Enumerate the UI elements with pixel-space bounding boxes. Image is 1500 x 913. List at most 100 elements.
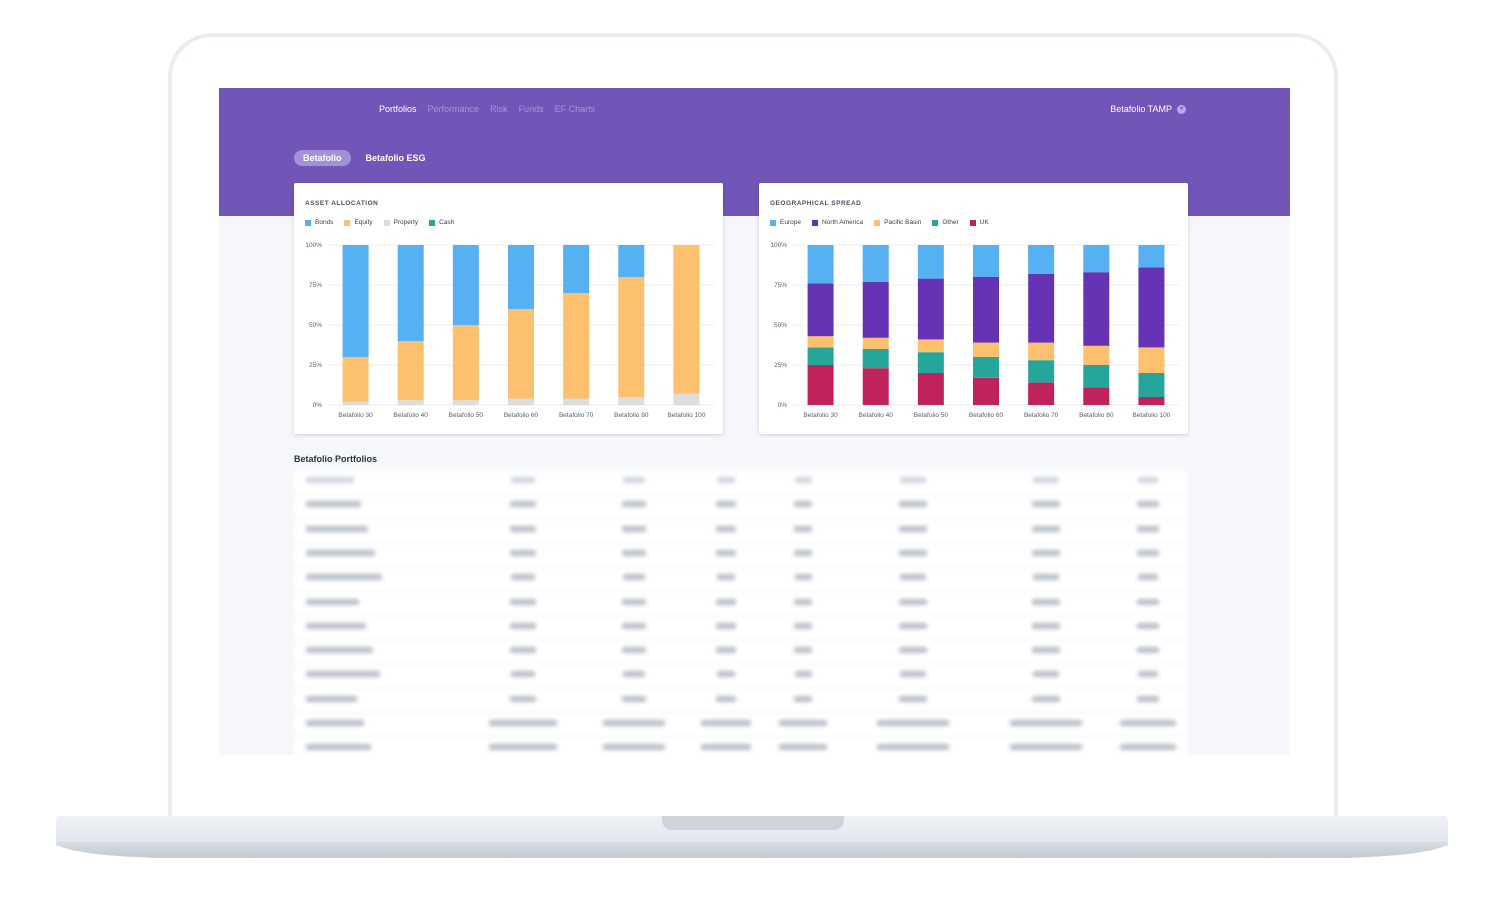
x-tick-label: Betafolio 30: [803, 412, 838, 419]
table-cell: [793, 695, 813, 702]
bar-segment: [342, 357, 369, 402]
x-tick-label: Betafolio 100: [1132, 412, 1170, 419]
bar-segment: [862, 281, 889, 338]
table-cell: [716, 622, 736, 629]
bar-segment: [1138, 373, 1165, 397]
table-cell: [900, 477, 926, 483]
table-cell: [700, 744, 752, 751]
nav-portfolios[interactable]: Portfolios: [379, 104, 417, 114]
bar-segment: [807, 283, 834, 337]
legend-item[interactable]: Bonds: [305, 219, 333, 226]
chart-legend: Bonds Equity Property Cash: [305, 219, 454, 226]
table-cell: [1009, 744, 1083, 751]
table-cell: [623, 574, 645, 581]
bar-segment: [563, 398, 590, 405]
table-cell: [1031, 549, 1061, 556]
bar-segment: [862, 337, 889, 349]
bar-segment: [807, 365, 834, 405]
legend-label: Property: [393, 219, 419, 226]
table-cell: [1031, 501, 1061, 508]
bar-segment: [1028, 273, 1055, 343]
nav-performance[interactable]: Performance: [427, 104, 480, 114]
legend-label: UK: [979, 219, 989, 226]
geographical-spread-card: GEOGRAPHICAL SPREAD Europe North America…: [759, 183, 1188, 434]
section-title: Betafolio Portfolios: [294, 454, 377, 464]
table-cell: [621, 598, 647, 605]
table-cell: [779, 720, 827, 726]
legend-item[interactable]: UK: [969, 219, 989, 226]
table-cell: [793, 622, 813, 629]
y-tick-label: 25%: [309, 362, 322, 369]
table-row: [294, 519, 1187, 543]
nav-risk[interactable]: Risk: [490, 104, 508, 114]
y-tick-label: 75%: [309, 282, 322, 289]
bar-segment: [807, 245, 834, 284]
legend-item[interactable]: Equity: [344, 219, 373, 226]
bar-segment: [1028, 360, 1055, 383]
table-row: [294, 592, 1187, 616]
bar-segment: [673, 393, 700, 405]
table-row: [294, 689, 1187, 713]
table-cell: [1031, 525, 1061, 532]
table-cell: [621, 647, 647, 654]
legend-label: North America: [821, 219, 864, 226]
table-cell: [898, 622, 928, 629]
table-cell: [603, 720, 665, 726]
legend-item[interactable]: Pacific Basin: [874, 219, 921, 226]
table-cell: [794, 671, 812, 678]
legend-item[interactable]: Other: [932, 219, 959, 226]
bar-segment: [342, 401, 369, 405]
legend-item[interactable]: Cash: [429, 219, 454, 226]
bar-segment: [1028, 382, 1055, 405]
table-cell: [1120, 720, 1176, 726]
x-tick-label: Betafolio 80: [614, 412, 649, 419]
y-tick-label: 50%: [309, 322, 322, 329]
table-cell: [306, 720, 364, 726]
table-cell: [1031, 695, 1061, 702]
bar-segment: [917, 245, 944, 279]
legend-item[interactable]: North America: [811, 219, 864, 226]
table-row: [294, 494, 1187, 519]
table-cell: [1137, 501, 1159, 508]
table-cell: [489, 720, 557, 726]
table-cell: [793, 501, 813, 508]
account-menu[interactable]: Betafolio TAMP ▾: [1110, 104, 1186, 114]
legend-item[interactable]: Property: [383, 219, 419, 226]
table-cell: [306, 695, 357, 702]
x-tick-label: Betafolio 60: [969, 412, 1004, 419]
table-cell: [716, 549, 736, 556]
table-cell: [509, 525, 537, 532]
x-tick-label: Betafolio 100: [667, 412, 705, 419]
table-cell: [306, 671, 380, 678]
bar-segment: [618, 245, 645, 277]
nav-funds[interactable]: Funds: [518, 104, 544, 114]
table-cell: [876, 720, 950, 726]
bar-segment: [917, 352, 944, 373]
x-tick-label: Betafolio 60: [504, 412, 539, 419]
y-tick-label: 100%: [770, 242, 787, 249]
bar-segment: [618, 277, 645, 397]
table-cell: [716, 525, 736, 532]
tab-betafolio-esg[interactable]: Betafolio ESG: [365, 153, 426, 163]
table-row: [294, 713, 1187, 737]
bar-segment: [1138, 245, 1165, 268]
table-cell: [700, 720, 752, 726]
y-tick-label: 0%: [313, 402, 323, 409]
legend-item[interactable]: Europe: [770, 219, 801, 226]
legend-label: Europe: [780, 219, 801, 226]
tab-betafolio[interactable]: Betafolio: [294, 150, 351, 166]
chart-legend: Europe North America Pacific Basin Other…: [770, 219, 989, 226]
table-cell: [489, 744, 557, 751]
bar-segment: [618, 397, 645, 405]
nav-ef-charts[interactable]: EF Charts: [554, 104, 596, 114]
table-cell: [306, 598, 359, 605]
bar-segment: [973, 277, 999, 343]
table-cell: [900, 574, 926, 581]
bar-segment: [1083, 272, 1110, 346]
bar-segment: [508, 245, 534, 309]
bar-segment: [563, 293, 590, 399]
x-tick-label: Betafolio 80: [1079, 412, 1114, 419]
bar-segment: [1083, 387, 1110, 405]
table-cell: [898, 549, 928, 556]
